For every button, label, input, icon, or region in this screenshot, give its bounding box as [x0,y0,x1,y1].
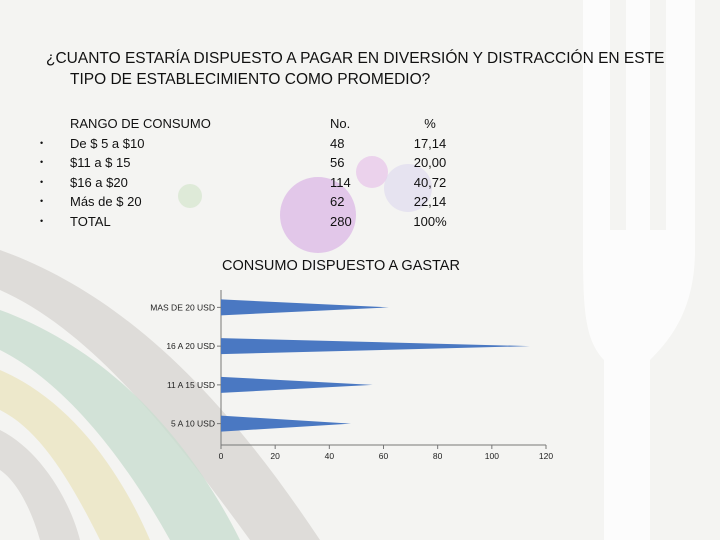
bullet-icon: • [40,196,44,206]
bar-2 [221,376,373,393]
bar-1 [221,415,351,432]
x-tick-label: 100 [485,451,499,461]
row-count: 56 [330,155,345,170]
row-range: De $ 5 a $10 [70,135,145,151]
bullet-icon: • [40,215,44,226]
x-tick-label: 120 [539,451,553,461]
x-tick-label: 40 [325,451,335,461]
y-category-label: 5 A 10 USD [171,419,215,429]
row-percent: 17,14 [413,135,447,151]
row-count: 48 [330,135,345,151]
y-category-label: 16 A 20 USD [166,341,215,351]
question-line-1: ¿CUANTO ESTARÍA DISPUESTO A PAGAR EN DIV… [46,50,665,67]
header-percent: % [424,116,436,131]
bar-3 [221,338,530,355]
x-tick-label: 80 [433,451,443,461]
header-count: No. [330,116,351,131]
row-percent: 40,72 [413,174,447,190]
row-percent: 100% [413,213,447,229]
row-range: Más de $ 20 [70,194,142,209]
row-count: 62 [330,194,345,209]
bar-4 [221,299,389,316]
y-category-label: MAS DE 20 USD [150,302,215,312]
x-tick-label: 0 [219,451,224,461]
row-percent: 20,00 [413,155,447,170]
bullet-icon: • [40,176,44,187]
question-text: ¿CUANTO ESTARÍA DISPUESTO A PAGAR EN DIV… [46,48,686,90]
row-percent: 22,14 [413,194,447,209]
row-range: TOTAL [70,213,111,229]
row-range: $16 a $20 [70,174,128,190]
y-category-label: 11 A 15 USD [167,380,215,390]
header-range: RANGO DE CONSUMO [70,116,211,131]
bullet-icon: • [40,157,44,167]
row-count: 114 [330,174,351,190]
x-tick-label: 60 [379,451,389,461]
x-tick-label: 20 [270,451,280,461]
row-range: $11 a $ 15 [70,155,131,170]
bullet-icon: • [40,137,44,148]
question-line-2: TIPO DE ESTABLECIMIENTO COMO PROMEDIO? [70,71,431,88]
chart-title: CONSUMO DISPUESTO A GASTAR [222,258,460,274]
row-count: 280 [330,213,352,229]
